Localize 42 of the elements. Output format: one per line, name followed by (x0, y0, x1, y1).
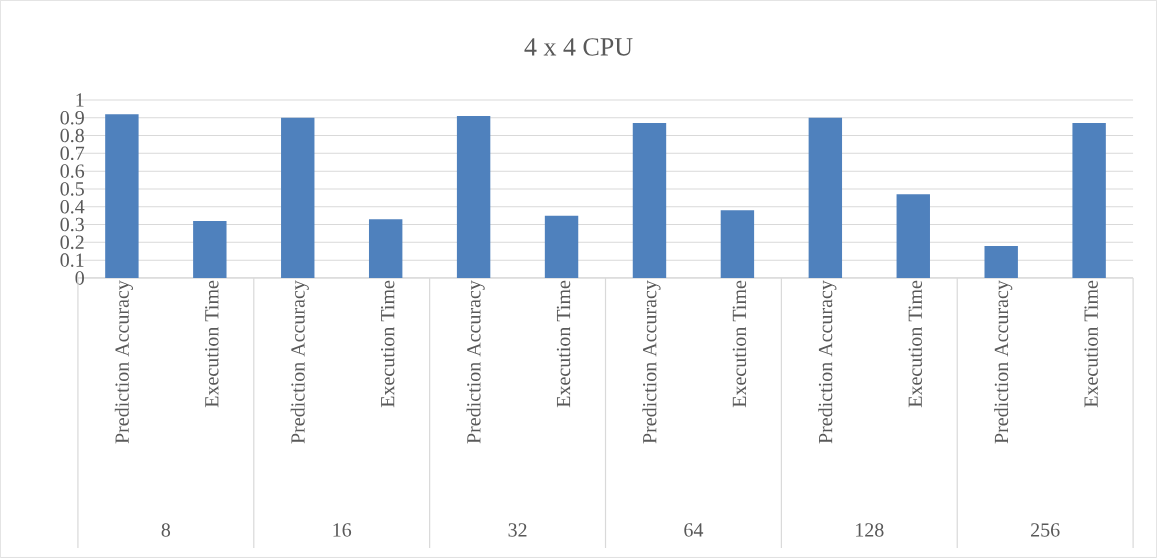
x-tick-label: Execution Time (1084, 280, 1098, 408)
text: 64 (684, 523, 704, 537)
bar (632, 123, 667, 278)
text: 8 (161, 523, 171, 537)
y-tick-label: 0.5 (60, 182, 84, 196)
bar (896, 194, 930, 278)
x-tick-label: Execution Time (380, 280, 395, 408)
y-tick-label: 0.7 (60, 146, 85, 161)
x-tick-label: Execution Time (205, 280, 219, 408)
bar (720, 210, 755, 278)
y-tick-label: 0.1 (60, 253, 84, 267)
y-tick-label: 0.6 (60, 164, 85, 178)
bar (281, 117, 315, 278)
text: 256 (1031, 523, 1060, 537)
y-tick-label: 0.4 (60, 199, 85, 214)
y-tick-label: 0.9 (60, 110, 84, 125)
y-tick-label: 0.2 (60, 235, 84, 250)
bar (456, 115, 491, 278)
bar (544, 215, 579, 278)
text: 128 (856, 523, 884, 537)
x-tick-label: Prediction Accuracy (290, 280, 309, 444)
x-tick-label: Prediction Accuracy (818, 280, 837, 444)
x-tick-label: Execution Time (556, 280, 571, 408)
bar (105, 114, 139, 278)
x-tick-label: Prediction Accuracy (466, 280, 485, 444)
y-tick-label: 1 (76, 93, 84, 107)
chart-title: 4 x 4 CPU (524, 38, 633, 56)
bar (808, 117, 843, 278)
x-tick-label: Prediction Accuracy (642, 280, 661, 444)
y-tick-label: 0.3 (60, 217, 84, 232)
bar (368, 219, 403, 278)
bar (984, 245, 1018, 278)
x-tick-label: Execution Time (908, 280, 922, 408)
x-tick-label: Prediction Accuracy (114, 280, 133, 444)
bar (193, 221, 227, 278)
bar (1072, 123, 1106, 278)
text: 16 (333, 523, 352, 537)
y-tick-label: 0.8 (60, 128, 84, 143)
text: 32 (508, 523, 527, 537)
x-tick-label: Prediction Accuracy (994, 280, 1013, 444)
y-tick-label: 0 (75, 271, 84, 285)
x-tick-label: Execution Time (732, 280, 747, 408)
